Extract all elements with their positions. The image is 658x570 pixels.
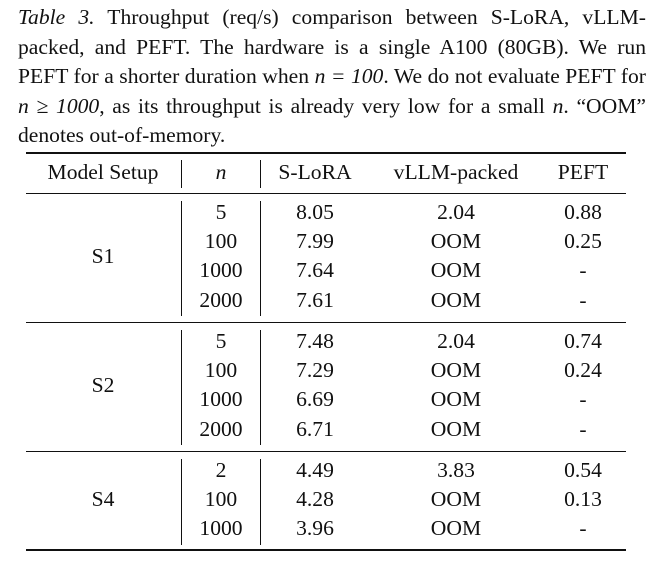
caption-text-3: , as its throughput is already very low …: [99, 93, 553, 118]
peft-value: -: [579, 287, 587, 312]
vllm-packed-value: 3.83: [437, 458, 475, 482]
peft-value: 0.88: [564, 200, 602, 224]
peft-value: -: [579, 258, 587, 283]
column-divider-2: [260, 201, 261, 316]
s-lora-value: 4.28: [296, 487, 334, 512]
peft-value: 0.54: [564, 458, 602, 482]
s-lora-value: 7.99: [296, 229, 334, 254]
model-setup-label: S4: [91, 487, 115, 512]
n-value: 1000: [199, 516, 243, 541]
header-peft: PEFT: [557, 160, 609, 184]
model-setup-label: S2: [91, 372, 115, 397]
table-bottom-rule: [26, 549, 626, 551]
vllm-packed-value: OOM: [430, 516, 482, 541]
caption-text-1: Throughput (req/s) comparison between S-…: [18, 5, 646, 88]
s-lora-value: 7.64: [296, 258, 334, 283]
n-value: 2: [215, 458, 227, 482]
peft-value: -: [579, 387, 587, 412]
header-divider-1: [181, 160, 182, 188]
n-value: 1000: [199, 258, 243, 283]
peft-value: 0.24: [564, 358, 602, 383]
caption-text-4: . “OOM” denotes out-of-memory.: [18, 93, 647, 148]
peft-value: 0.13: [564, 487, 602, 512]
vllm-packed-value: 2.04: [437, 329, 475, 353]
header-rule: [26, 193, 626, 194]
vllm-packed-value: 2.04: [437, 200, 475, 224]
table-caption: Table 3. Throughput (req/s) comparison b…: [18, 3, 646, 151]
caption-label: Table 3.: [18, 5, 95, 29]
column-divider-1: [181, 330, 182, 445]
n-value: 100: [204, 229, 238, 254]
n-value: 100: [204, 358, 238, 383]
header-model-setup: Model Setup: [47, 160, 159, 184]
peft-value: 0.25: [564, 229, 602, 254]
n-value: 2000: [199, 416, 243, 441]
n-value: 2000: [199, 287, 243, 312]
s-lora-value: 4.49: [296, 458, 334, 482]
header-n: n: [215, 160, 227, 184]
column-divider-1: [181, 201, 182, 316]
header-vllm-packed: vLLM-packed: [393, 160, 519, 184]
caption-math-3: n: [552, 93, 564, 118]
caption-math-1: n = 100: [314, 64, 384, 88]
vllm-packed-value: OOM: [430, 358, 482, 383]
s-lora-value: 7.61: [296, 287, 334, 312]
peft-value: -: [579, 416, 587, 441]
vllm-packed-value: OOM: [430, 387, 482, 412]
vllm-packed-value: OOM: [430, 487, 482, 512]
vllm-packed-value: OOM: [430, 258, 482, 283]
caption-text-2: . We do not evaluate PEFT for: [383, 64, 646, 88]
s-lora-value: 7.48: [296, 329, 334, 353]
vllm-packed-value: OOM: [430, 229, 482, 254]
s-lora-value: 7.29: [296, 358, 334, 383]
model-setup-label: S1: [91, 243, 115, 268]
s-lora-value: 6.71: [296, 416, 334, 441]
n-value: 5: [215, 329, 227, 353]
column-divider-2: [260, 459, 261, 545]
table-top-rule: [26, 152, 626, 154]
n-value: 1000: [199, 387, 243, 412]
column-divider-2: [260, 330, 261, 445]
s-lora-value: 3.96: [296, 516, 334, 541]
peft-value: 0.74: [564, 329, 602, 353]
vllm-packed-value: OOM: [430, 287, 482, 312]
header-s-lora: S-LoRA: [278, 160, 352, 184]
n-value: 100: [204, 487, 238, 512]
peft-value: -: [579, 516, 587, 541]
caption-math-2: n ≥ 1000: [18, 93, 100, 118]
group-separator-rule: [26, 322, 626, 323]
column-divider-1: [181, 459, 182, 545]
group-separator-rule: [26, 451, 626, 452]
n-value: 5: [215, 200, 227, 224]
s-lora-value: 6.69: [296, 387, 334, 412]
header-divider-2: [260, 160, 261, 188]
vllm-packed-value: OOM: [430, 416, 482, 441]
s-lora-value: 8.05: [296, 200, 334, 224]
